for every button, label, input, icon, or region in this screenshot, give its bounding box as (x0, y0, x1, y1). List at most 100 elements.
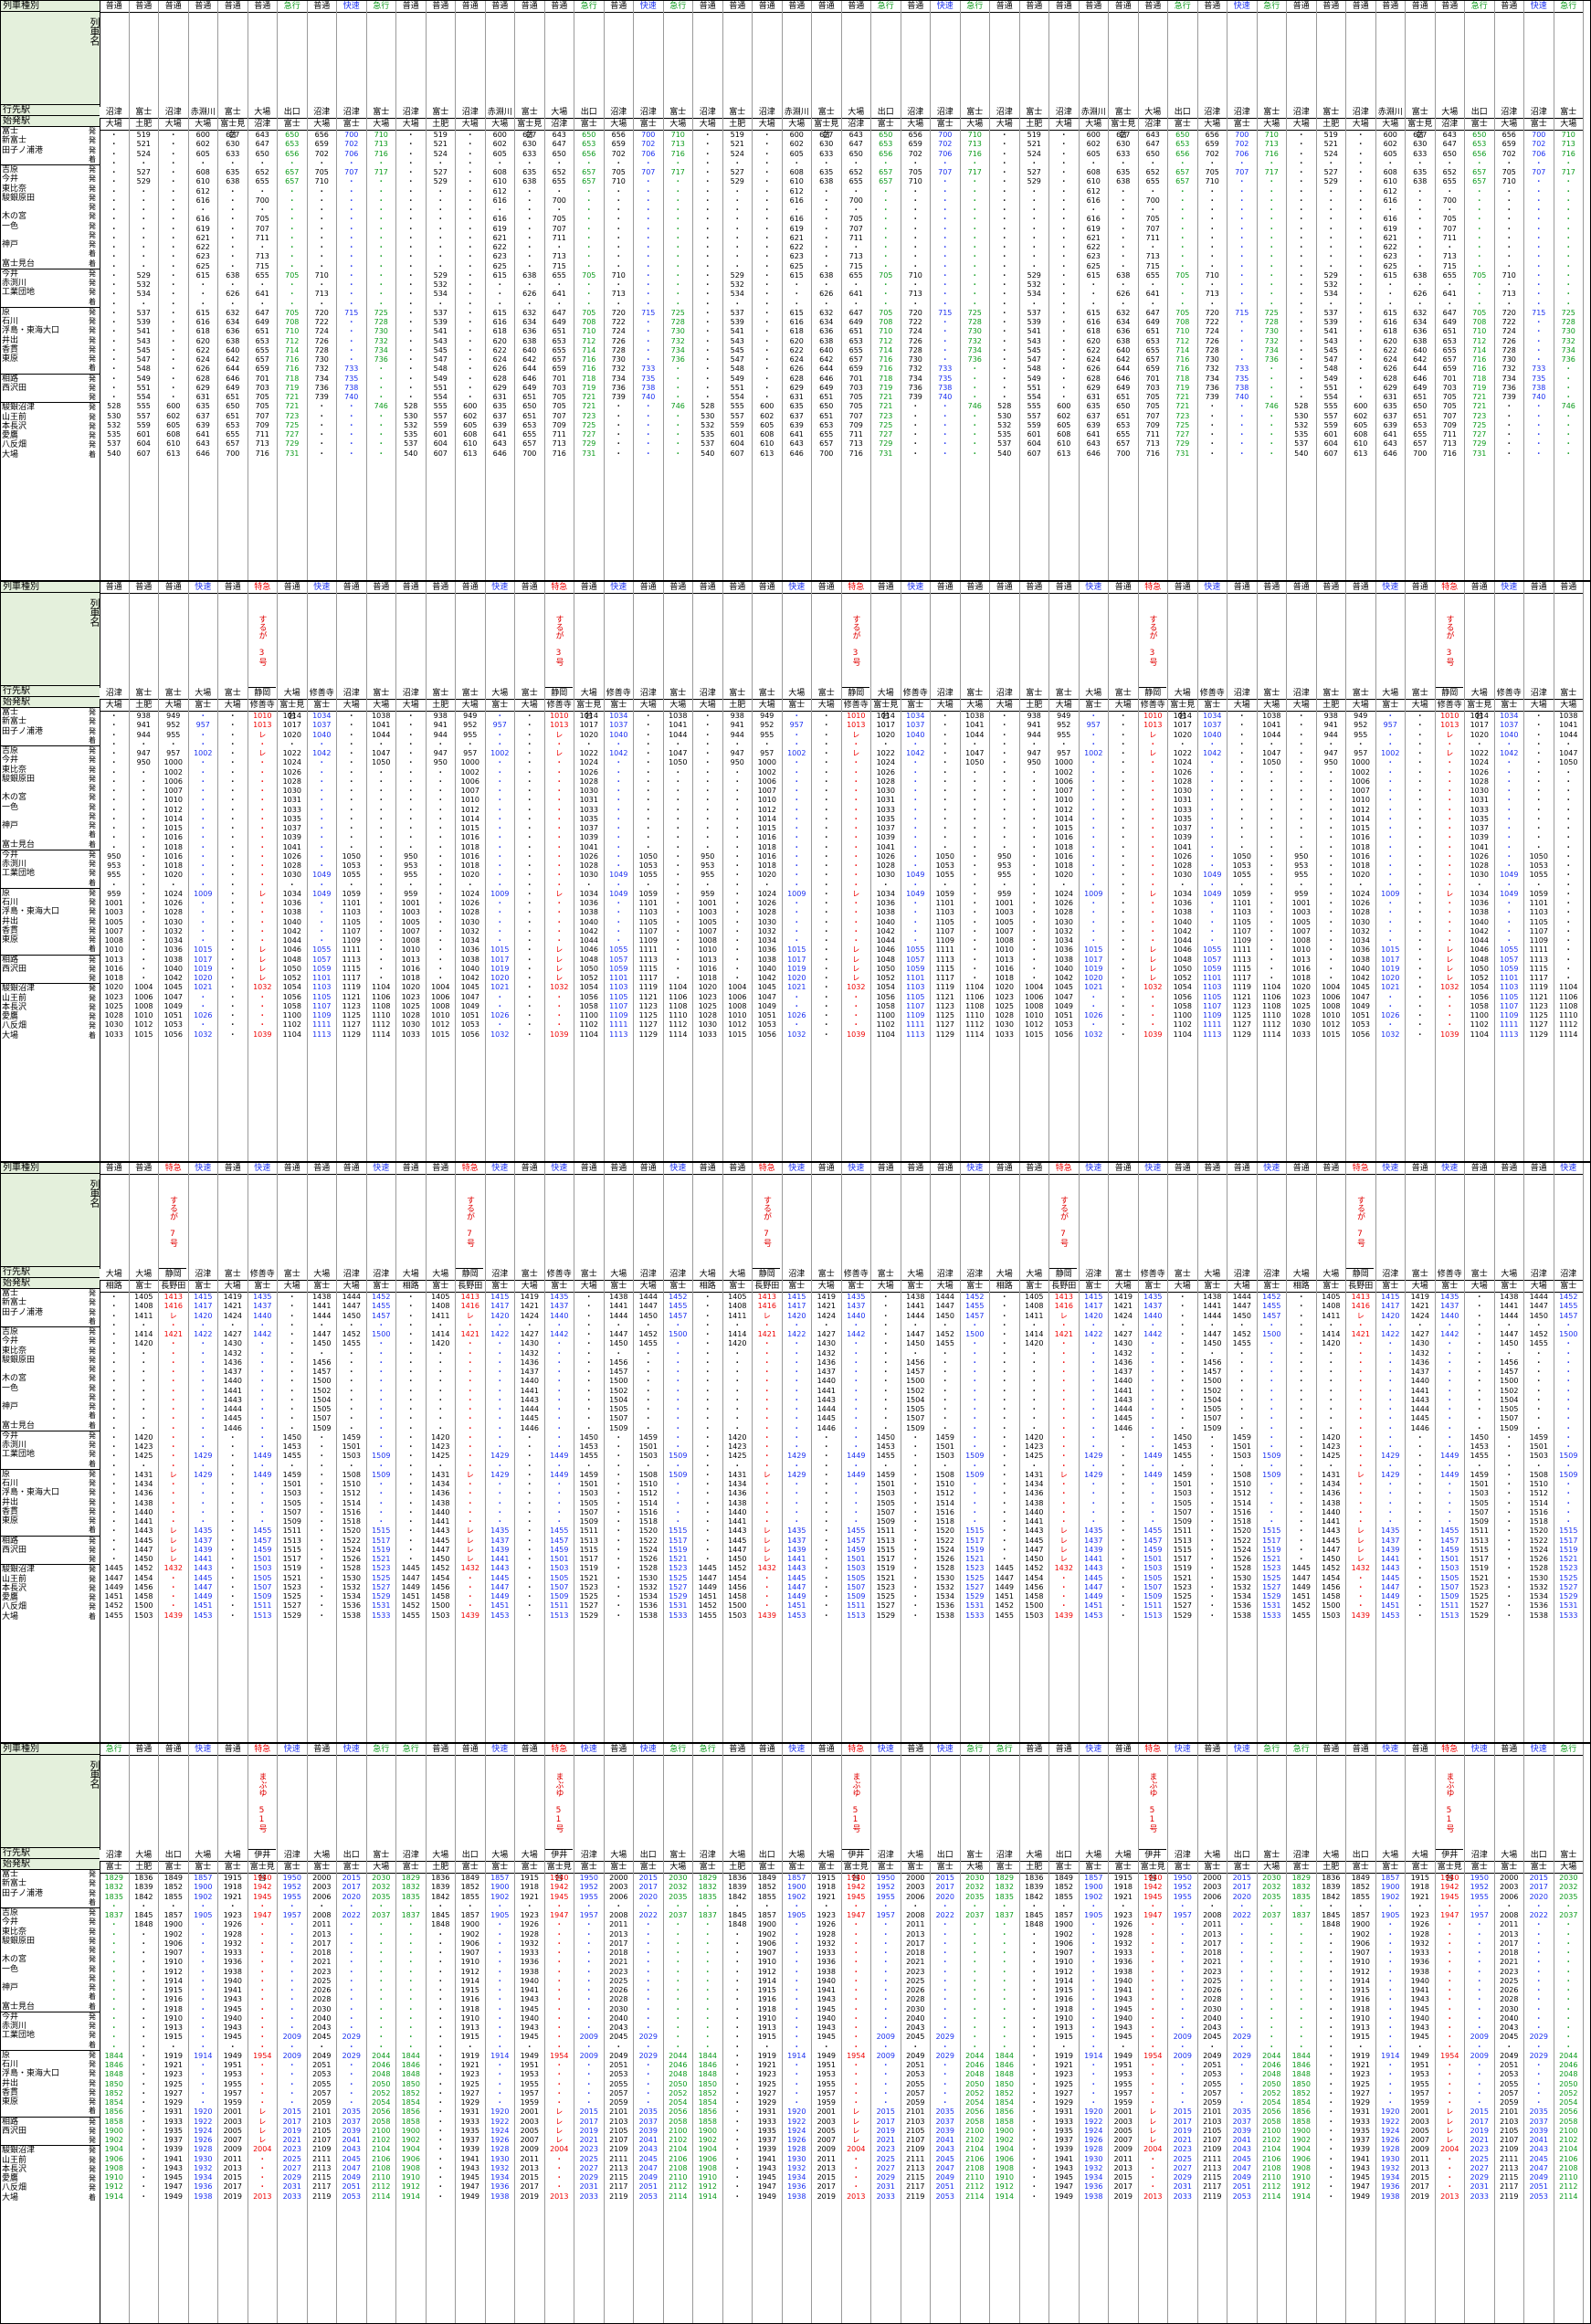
train-column[interactable]: 特急 するが 3号 静岡 修善寺 1010 1013 レ・レ・・・・・・・・・・・・・・レ・… (1138, 582, 1168, 1161)
train-column[interactable]: 普通 沼津 大場・・・・・・・・・・・・・・・・・・・・・・・・・・・・・ 600 60… (1049, 1, 1080, 580)
train-column[interactable]: 普通 沼津 大場・・・・・・・・・・・・・・・・・・・・・・・・・・・・・ 528 53… (1287, 1, 1317, 580)
train-column[interactable]: 急行 富士 大場 710 713 716 ・ 717 ・・・・・・・・・・・・・・ 725 728 7… (1257, 1, 1287, 580)
train-column[interactable]: 普通 沼津 大場・・・・・・・・・・・・・・・ 950 953 955 ・ 959 1001 10… (100, 582, 130, 1161)
train-column[interactable]: 普通 沼津 大場・・・・・・・・・・・・・・・ 950 953 955 ・ 959 1001 10… (990, 582, 1020, 1161)
train-column[interactable]: 普通 沼津 大場 656 659 702 ・ 705 710 ・・・・・・・・・ 710 ・ 713 ・ 7… (1197, 1, 1227, 580)
train-column[interactable]: 快速 沼津 富士 700 702 706 ・ 707 ・・・・・・・・・・・・・・ 715 ・・・・… (931, 1, 961, 580)
train-column[interactable]: 特急 するが 3号 静岡 修善寺 1010 1013 レ・レ・・・・・・・・・・・・・・レ・… (841, 582, 871, 1161)
train-column[interactable]: 快速 大場 富士・ 957 ・・ 1002 ・・・・・・・・・・・・・・ 1009 ・・・・・ 1… (188, 582, 218, 1161)
train-column[interactable]: 普通 沼津 大場・・・・・・・・・・・・・・・・・・・・・・・・・・・・・ 528 53… (990, 1, 1020, 580)
train-column[interactable]: 普通 沼津 大場 656 659 702 ・ 705 710 ・・・・・・・・・ 710 ・ 713 ・ 7… (307, 1, 337, 580)
train-column[interactable]: 快速 大場 富士・ 957 ・・ 1002 ・・・・・・・・・・・・・・ 1009 ・・・・・ 1… (485, 582, 515, 1161)
train-column[interactable]: 普通 富士 土肥 519 521 524 ・ 527 529 ・・・・・・・・・ 529 532 534… (1316, 1, 1346, 580)
train-column[interactable]: 普通 富士 大場・・・・・・・・・・・・・・・・・・・・・・・・・・・・・・・・・・… (1406, 582, 1436, 1161)
train-column[interactable]: 普通 富士 富士見台 627 630 633 ・ 635 638 ・・・・・・・・・ 638 ・ 626… (1406, 1, 1436, 580)
train-column[interactable]: 普通 富士 大場・・・・・・・・・・・・・・・・・・・・・・・・・・・・・・・・・・… (1109, 582, 1139, 1161)
train-column[interactable]: 快速 修善寺 富士 1435 1437 1440 ・ 1442 ・・・・・・・・・・・・ 1449… (248, 1163, 278, 1742)
train-column[interactable]: 普通 大場 沼津 643 647 650 ・ 652 655 ・ 700 ・ 705 707 711 ・ 713… (1138, 1, 1168, 580)
train-column[interactable]: 急行 出口 富士 650 653 656 ・ 657 657 ・・・・・・・・・ 705 ・・・ 705… (1168, 1, 1198, 580)
train-column[interactable]: 快速 沼津 富士 700 702 706 ・ 707 ・・・・・・・・・・・・・・ 715 ・・・・… (1227, 1, 1258, 580)
train-column[interactable]: 普通 沼津 大場 656 659 702 ・ 705 710 ・・・・・・・・・ 710 ・ 713 ・ 7… (604, 1, 634, 580)
train-column[interactable]: 普通 沼津 大場・・・・・・・・・・・・・・・・・・・・・・・・・・・・・ 600 60… (753, 1, 783, 580)
train-column[interactable]: 普通 富士 大場 1038 1041 1044 ・ 1047 1050 ・・・・・・・・・・・・・… (1554, 582, 1584, 1161)
train-column[interactable]: 普通 沼津 大場・・・・・・・・・・・・・・・ 1050 1053 1055 ・ 1059 11… (931, 582, 961, 1161)
train-column[interactable]: 急行 富士 大場 710 713 716 ・ 717 ・・・・・・・・・・・・・・ 725 728 7… (366, 1, 396, 580)
train-column[interactable]: 快速 沼津 富士 1415 1417 1420 ・ 1422 ・・・・・・・・・・・・ 1429 ・… (485, 1163, 515, 1742)
train-column[interactable]: 普通 沼津 大場・・・・・・・・・・・・・・・・・・・・・・・・・・・・・ 600 60… (456, 1, 486, 580)
train-column[interactable]: 急行 出口 富士 650 653 656 ・ 657 657 ・・・・・・・・・ 705 ・・・ 705… (278, 1, 308, 580)
train-column[interactable]: 快速 修善寺 富士 1034 1037 1040 ・ 1042 ・・・・・・・・・・・・ 1049… (1494, 582, 1524, 1161)
train-column[interactable]: 普通 富士 大場・・・・・・・・・・・・・・・・・・・・・・・・・・・・・・・・・・… (218, 582, 248, 1161)
train-column[interactable]: 普通 富士 大場 1038 1041 1044 ・ 1047 1050 ・・・・・・・・・・・・・… (366, 582, 396, 1161)
train-column[interactable]: 快速 修善寺 富士 1034 1037 1040 ・ 1042 ・・・・・・・・・・・・ 1049… (604, 582, 634, 1161)
train-column[interactable]: 普通 富士 土肥 938 941 944 ・ 947 950 ・・・・・・・・・・・・・・・・・・… (1019, 582, 1049, 1161)
train-column[interactable]: 普通 富士 大場 949 952 955 ・ 957 1000 1002 1006 1007 1010 1… (1049, 582, 1080, 1161)
train-column[interactable]: 普通 沼津 大場・・・・・・・・・・・・・・・ 950 953 955 ・ 959 1001 10… (396, 582, 427, 1161)
train-column[interactable]: 普通 富士 土肥 519 521 524 ・ 527 529 ・・・・・・・・・ 529 532 534… (129, 1, 159, 580)
train-column[interactable]: 普通 沼津 大場・・・・・・・・・・・・・・・・・・・・・・・・・・・・・ 528 53… (396, 1, 427, 580)
train-column[interactable]: 普通 沼津 大場・・・・・・・・・・・・・・・・・・・・・・・・・・・・・ 528 53… (100, 1, 130, 580)
train-column[interactable]: 快速 修善寺 富士 1034 1037 1040 ・ 1042 ・・・・・・・・・・・・ 1049… (1197, 582, 1227, 1161)
train-column[interactable]: 普通 富士 大場・・・・・・・・・・・・・・・ 1450 1453 1455 ・ 1459 15… (278, 1163, 308, 1742)
train-column[interactable]: 普通 富士 土肥 938 941 944 ・ 947 950 ・・・・・・・・・・・・・・・・・・… (1316, 582, 1346, 1161)
train-column[interactable]: 快速 沼津 富士 700 702 706 ・ 707 ・・・・・・・・・・・・・・ 715 ・・・・… (1524, 1, 1554, 580)
train-column[interactable]: 特急 するが 7号 静岡 長野田 1413 1416 レ・ 1421 ・・・・・・・・・・・・・… (456, 1163, 486, 1742)
train-column[interactable]: 普通 沼津 大場・・・・・・・・・・・・・・・・・・・・・・・・・・・・・ 600 60… (159, 1, 189, 580)
train-column[interactable]: 普通 富士 土肥 519 521 524 ・ 527 529 ・・・・・・・・・ 529 532 534… (722, 1, 753, 580)
train-column[interactable]: 急行 富士 大場 710 713 716 ・ 717 ・・・・・・・・・・・・・・ 725 728 7… (960, 1, 990, 580)
train-column[interactable]: 普通 大場 沼津 643 647 650 ・ 652 655 ・ 700 ・ 705 707 711 ・ 713… (248, 1, 278, 580)
train-column[interactable]: 快速 大場 富士・ 957 ・・ 1002 ・・・・・・・・・・・・・・ 1009 ・・・・・ 1… (1375, 582, 1406, 1161)
train-column[interactable]: 普通 沼津 大場・・・・・・・・・・・・・・・ 950 953 955 ・ 959 1001 10… (693, 582, 723, 1161)
train-column[interactable]: 普通 大場 富士 1405 1408 1411 ・ 1414 1420 ・・・・・・・・・ 1420… (129, 1163, 159, 1742)
train-column[interactable]: 普通 富士 大場 949 952 955 ・ 957 1000 1002 1006 1007 1010 1… (753, 582, 783, 1161)
train-column[interactable]: 特急 するが 3号 静岡 修善寺 1010 1013 レ・レ・・・・・・・・・・・・・・レ・… (544, 582, 574, 1161)
train-column[interactable]: 普通 沼津 大場・・・・・・・・・・・・・・・ 950 953 955 ・ 959 1001 10… (1287, 582, 1317, 1161)
train-column[interactable]: 急行 富士 大場 710 713 716 ・ 717 ・・・・・・・・・・・・・・ 725 728 7… (1554, 1, 1584, 580)
train-column[interactable]: 快速 沼津 富士 1452 1455 1457 ・ 1500 ・・・・・・・・・・・・ 1509 ・… (366, 1163, 396, 1742)
train-column[interactable]: 普通 沼津 大場・・・・・・・・・・・・・・・ 1050 1053 1055 ・ 1059 11… (634, 582, 664, 1161)
train-column[interactable]: 普通 赤淵川 大場 600 602 605 ・ 608 610 612 616 ・ 616 619 621 6… (1375, 1, 1406, 580)
train-column[interactable]: 普通 赤淵川 大場 600 602 605 ・ 608 610 612 616 ・ 616 619 621 6… (1079, 1, 1109, 580)
train-column[interactable]: 普通 大場 富士見台 1014 1017 1020 ・ 1022 1024 1026 1028 103… (278, 582, 308, 1161)
train-column[interactable]: 快速 沼津 富士 1415 1417 1420 ・ 1422 ・・・・・・・・・・・・ 1429 ・… (188, 1163, 218, 1742)
train-column[interactable]: 普通 大場 富士見台 1014 1017 1020 ・ 1022 1024 1026 1028 103… (1168, 582, 1198, 1161)
train-column[interactable]: 普通 富士 富士見台 627 630 633 ・ 635 638 ・・・・・・・・・ 638 ・ 626… (812, 1, 842, 580)
train-column[interactable]: 普通 大場 沼津 643 647 650 ・ 652 655 ・ 700 ・ 705 707 711 ・ 713… (1435, 1, 1465, 580)
train-column[interactable]: 特急 するが 3号 静岡 修善寺 1010 1013 レ・レ・・・・・・・・・・・・・・レ・… (248, 582, 278, 1161)
train-column[interactable]: 普通 富士 大場 949 952 955 ・ 957 1000 1002 1006 1007 1010 1… (1346, 582, 1376, 1161)
train-column[interactable]: 急行 出口 富士 650 653 656 ・ 657 657 ・・・・・・・・・ 705 ・・・ 705… (871, 1, 901, 580)
train-column[interactable]: 快速 沼津 富士 700 702 706 ・ 707 ・・・・・・・・・・・・・・ 715 ・・・・… (634, 1, 664, 580)
train-column[interactable]: 普通 富士 土肥 938 941 944 ・ 947 950 ・・・・・・・・・・・・・・・・・・… (129, 582, 159, 1161)
train-column[interactable]: 普通 富士 富士見台 627 630 633 ・ 635 638 ・・・・・・・・・ 638 ・ 626… (515, 1, 545, 580)
train-column[interactable]: 快速 大場 富士・ 957 ・・ 1002 ・・・・・・・・・・・・・・ 1009 ・・・・・ 1… (782, 582, 812, 1161)
train-column[interactable]: 急行 富士 大場 710 713 716 ・ 717 ・・・・・・・・・・・・・・ 725 728 7… (663, 1, 693, 580)
train-column[interactable]: 普通 大場 富士見台 1014 1017 1020 ・ 1022 1024 1026 1028 103… (574, 582, 605, 1161)
train-column[interactable]: 普通 沼津 大場・・・・・・・・・・・・・・・ 1050 1053 1055 ・ 1059 11… (1227, 582, 1258, 1161)
train-column[interactable]: 普通 沼津 大場・・・・・・・・・・・・・・・・・・・・・・・・・・・・・ 600 60… (1346, 1, 1376, 580)
train-column[interactable]: 普通 富士 大場 1038 1041 1044 ・ 1047 1050 ・・・・・・・・・・・・・… (663, 582, 693, 1161)
train-column[interactable]: 普通 富士 大場・・・・・・・・・・・・・・・・・・・・・・・・・・・・・・・・・・… (812, 582, 842, 1161)
train-column[interactable]: 快速 大場 富士・ 957 ・・ 1002 ・・・・・・・・・・・・・・ 1009 ・・・・・ 1… (1079, 582, 1109, 1161)
train-column[interactable]: 普通 大場 沼津 643 647 650 ・ 652 655 ・ 700 ・ 705 707 711 ・ 713… (544, 1, 574, 580)
train-column[interactable]: 普通 富士 土肥 938 941 944 ・ 947 950 ・・・・・・・・・・・・・・・・・・… (426, 582, 456, 1161)
train-column[interactable]: 快速 沼津 富士 700 702 706 ・ 707 ・・・・・・・・・・・・・・ 715 ・・・・… (337, 1, 367, 580)
train-column[interactable]: 普通 富士 富士見台 627 630 633 ・ 635 638 ・・・・・・・・・ 638 ・ 626… (218, 1, 248, 580)
train-column[interactable]: 快速 修善寺 富士 1034 1037 1040 ・ 1042 ・・・・・・・・・・・・ 1049… (307, 582, 337, 1161)
train-column[interactable]: 普通 沼津 大場・・・・・・・・・・・・・・・ 1050 1053 1055 ・ 1059 11… (337, 582, 367, 1161)
train-column[interactable]: 急行 出口 富士 650 653 656 ・ 657 657 ・・・・・・・・・ 705 ・・・ 705… (574, 1, 605, 580)
train-column[interactable]: 普通 富士 大場 949 952 955 ・ 957 1000 1002 1006 1007 1010 1… (159, 582, 189, 1161)
train-column[interactable]: 普通 大場 富士 1405 1408 1411 ・ 1414 1420 ・・・・・・・・・ 1420… (426, 1163, 456, 1742)
train-column[interactable]: 快速 修善寺 富士 1034 1037 1040 ・ 1042 ・・・・・・・・・・・・ 1049… (901, 582, 931, 1161)
train-column[interactable]: 普通 富士 大場 1038 1041 1044 ・ 1047 1050 ・・・・・・・・・・・・・… (960, 582, 990, 1161)
train-column[interactable]: 普通 富士 土肥 519 521 524 ・ 527 529 ・・・・・・・・・ 529 532 534… (1019, 1, 1049, 580)
train-column[interactable]: 普通 沼津 大場 656 659 702 ・ 705 710 ・・・・・・・・・ 710 ・ 713 ・ 7… (901, 1, 931, 580)
train-column[interactable]: 普通 富士 大場 949 952 955 ・ 957 1000 1002 1006 1007 1010 1… (456, 582, 486, 1161)
train-column[interactable]: 普通 沼津 大場・・・・・・・・・・・・・・・・・・・・・・・・・・・・・ 528 53… (693, 1, 723, 580)
train-column[interactable]: 普通 大場 富士見台 1014 1017 1020 ・ 1022 1024 1026 1028 103… (1465, 582, 1495, 1161)
train-column[interactable]: 普通 大場 富士見台 1014 1017 1020 ・ 1022 1024 1026 1028 103… (871, 582, 901, 1161)
train-column[interactable]: 普通 赤淵川 大場 600 602 605 ・ 608 610 612 616 ・ 616 619 621 6… (485, 1, 515, 580)
train-column[interactable]: 特急 するが 7号 静岡 長野田 1413 1416 レ・ 1421 ・・・・・・・・・・・・・… (159, 1163, 189, 1742)
train-column[interactable]: 普通 富士 土肥 519 521 524 ・ 527 529 ・・・・・・・・・ 529 532 534… (426, 1, 456, 580)
train-column[interactable]: 普通 沼津 大場・・・・・・・・・・・・・・・ 1050 1053 1055 ・ 1059 11… (1524, 582, 1554, 1161)
train-column[interactable]: 普通 大場 沼津 643 647 650 ・ 652 655 ・ 700 ・ 705 707 711 ・ 713… (841, 1, 871, 580)
